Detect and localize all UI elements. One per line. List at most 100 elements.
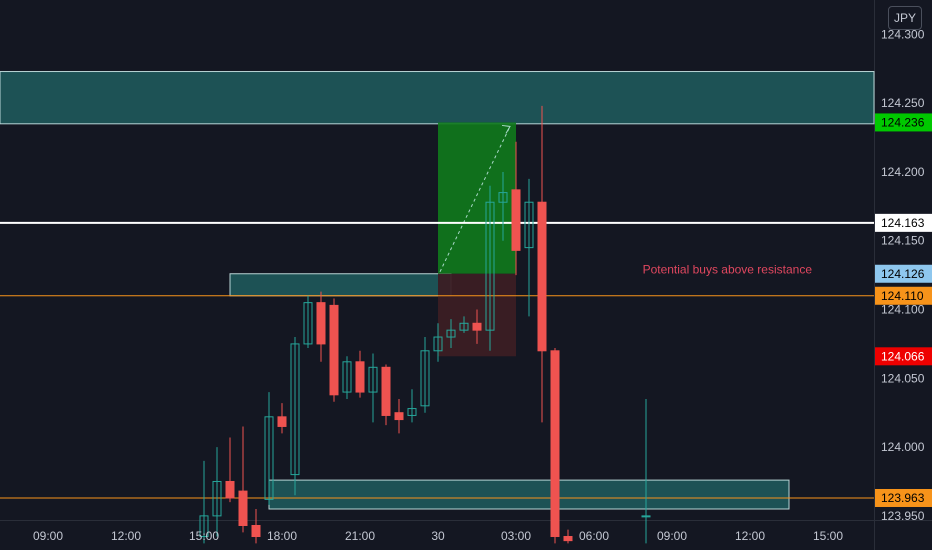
candle-body (342, 361, 352, 393)
x-tick-label: 30 (431, 529, 445, 543)
candle (641, 398, 651, 544)
candle (407, 389, 417, 423)
price-badge-bg (875, 347, 932, 366)
candle (199, 460, 209, 544)
x-tick-label: 15:00 (813, 529, 843, 543)
candle (212, 447, 222, 537)
candle (316, 291, 326, 362)
candle (394, 398, 404, 434)
candle-body (472, 322, 482, 331)
price-badges: 124.236 124.163 124.126 124.110 124.066 123.9… (875, 113, 932, 507)
x-tick-label: 12:00 (111, 529, 141, 543)
currency-button[interactable]: JPY (888, 6, 922, 30)
x-tick-label: 21:00 (345, 529, 375, 543)
x-tick-label: 06:00 (579, 529, 609, 543)
candle-body (537, 201, 547, 352)
candle (511, 141, 521, 276)
candle (446, 319, 456, 349)
candle-body (199, 515, 209, 538)
candle-body (433, 336, 443, 352)
zones (0, 71, 875, 510)
candle (472, 309, 482, 344)
candle-body (212, 480, 222, 517)
candle (238, 426, 248, 533)
candle-body (225, 480, 235, 499)
zone-rect (0, 71, 875, 125)
candle-body (394, 412, 404, 421)
price-badge: 124.163 (875, 213, 932, 232)
candle (498, 171, 508, 241)
y-tick-label: 124.000 (881, 440, 925, 454)
candle-body (381, 366, 391, 416)
x-tick-label: 03:00 (501, 529, 531, 543)
price-badge-bg (875, 286, 932, 305)
price-badge-label: 124.110 (881, 289, 924, 303)
price-badge-bg (875, 488, 932, 507)
price-badge: 124.126 (875, 264, 932, 283)
price-badge-label: 124.066 (881, 349, 925, 363)
candle-body (511, 189, 521, 251)
candle-body (368, 366, 378, 393)
candle (524, 178, 534, 317)
zone-rect (268, 479, 790, 510)
position-path-arrow (501, 124, 511, 134)
price-badge-label: 124.236 (881, 115, 925, 129)
candle-body (446, 329, 456, 338)
candle (550, 348, 560, 544)
price-badge-bg (875, 113, 932, 132)
y-tick-label: 123.950 (881, 509, 925, 523)
candle-body (498, 192, 508, 203)
price-badge-label: 123.963 (881, 491, 925, 505)
candle (459, 316, 469, 333)
candle-body (264, 416, 274, 500)
price-badge-label: 124.126 (881, 267, 925, 281)
candle (420, 337, 430, 413)
position-target-area (438, 122, 516, 274)
candle-body (563, 536, 573, 542)
y-tick-label: 124.050 (881, 371, 925, 385)
candle-body (251, 525, 261, 538)
candle-body (407, 408, 417, 416)
x-tick-label: 15:00 (189, 529, 219, 543)
price-badge: 123.963 (875, 488, 932, 507)
candle-body (277, 416, 287, 427)
price-badge: 124.110 (875, 286, 932, 305)
horizontal-lines (0, 221, 874, 499)
candle (251, 508, 261, 544)
x-tick-label: 12:00 (735, 529, 765, 543)
time-axis[interactable]: 09:00 12:00 15:00 18:00 21:00 30 03:00 06:00 09:… (33, 529, 843, 543)
candle (381, 364, 391, 426)
candle-body (524, 201, 534, 249)
candle-body (641, 515, 651, 518)
position-path-line (439, 126, 511, 272)
price-badge-bg (875, 213, 932, 232)
zone-rect (229, 273, 452, 297)
candle-body (329, 304, 339, 396)
candle-body (303, 302, 313, 345)
y-tick-label: 124.250 (881, 96, 925, 110)
y-tick-label: 124.150 (881, 234, 925, 248)
y-tick-label: 124.200 (881, 165, 925, 179)
candle (264, 392, 274, 505)
candle (368, 353, 378, 423)
candle-body (485, 201, 495, 331)
candle (485, 185, 495, 351)
price-badge: 124.066 (875, 347, 932, 366)
candle-body (355, 361, 365, 393)
candle (537, 105, 547, 423)
annotation-text: Potential buys above resistance (643, 263, 813, 277)
price-badge-bg (875, 264, 932, 283)
y-tick-label: 124.100 (881, 303, 925, 317)
price-badge: 124.236 (875, 113, 932, 132)
x-tick-label: 09:00 (33, 529, 63, 543)
candles (199, 105, 651, 544)
candle (563, 529, 573, 544)
price-axis[interactable]: 124.300 124.250 124.200 124.150 124.100 124.0… (881, 27, 925, 522)
candle (303, 295, 313, 349)
candle (433, 323, 443, 362)
candle (290, 337, 300, 496)
candle (355, 350, 365, 398)
candle-body (316, 302, 326, 345)
candle (225, 437, 235, 503)
